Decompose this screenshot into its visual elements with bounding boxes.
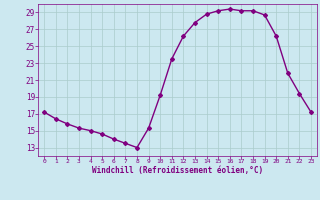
X-axis label: Windchill (Refroidissement éolien,°C): Windchill (Refroidissement éolien,°C) xyxy=(92,166,263,175)
